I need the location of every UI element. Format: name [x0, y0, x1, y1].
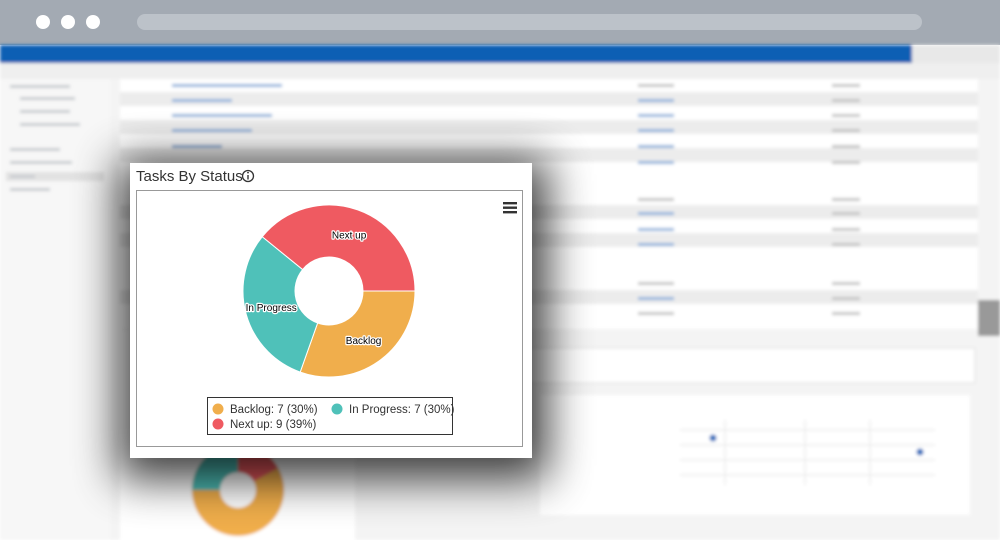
- info-icon[interactable]: [241, 169, 255, 183]
- slice-label: Backlog: [346, 336, 382, 347]
- legend-item[interactable]: Next up: 9 (39%): [212, 418, 317, 432]
- pie-slice[interactable]: [261, 204, 416, 292]
- legend-item[interactable]: Backlog: 7 (30%): [212, 403, 318, 417]
- window-dot[interactable]: [36, 15, 50, 29]
- slice-label: In Progress: [246, 303, 297, 314]
- legend-swatch: [331, 403, 343, 415]
- legend: [207, 397, 453, 435]
- window-dot[interactable]: [61, 15, 75, 29]
- legend-label: Backlog: 7 (30%): [230, 404, 318, 416]
- pie-slice[interactable]: [242, 236, 319, 373]
- nav-items: [10, 85, 80, 191]
- ribbon: [0, 63, 1000, 79]
- chart-title: Tasks By Status: [136, 168, 243, 185]
- legend-label: In Progress: 7 (30%): [349, 404, 455, 416]
- nav-selected: [6, 172, 104, 181]
- menu-icon[interactable]: [503, 202, 517, 214]
- window-dot[interactable]: [86, 15, 100, 29]
- calendar-dot: [916, 448, 924, 456]
- legend-swatch: [212, 403, 224, 415]
- suite-bar-right: [912, 45, 1000, 63]
- plot: Backlog In Progress Next up Backlog: 7 (30%…: [212, 204, 455, 432]
- slice-label: Next up: [332, 230, 367, 241]
- left-nav: [0, 79, 110, 540]
- calendar-dot: [709, 434, 717, 442]
- address-bar[interactable]: [137, 14, 922, 30]
- pie-slice[interactable]: [299, 290, 416, 378]
- legend-label: Next up: 9 (39%): [230, 419, 316, 431]
- feedback-tab[interactable]: [978, 300, 1000, 336]
- suite-bar: [0, 45, 912, 63]
- info-panel: [529, 347, 976, 384]
- calendar-panel: [540, 395, 970, 515]
- legend-item[interactable]: In Progress: 7 (30%): [331, 403, 455, 417]
- legend-swatch: [212, 418, 224, 430]
- calendar-grid: [680, 420, 935, 485]
